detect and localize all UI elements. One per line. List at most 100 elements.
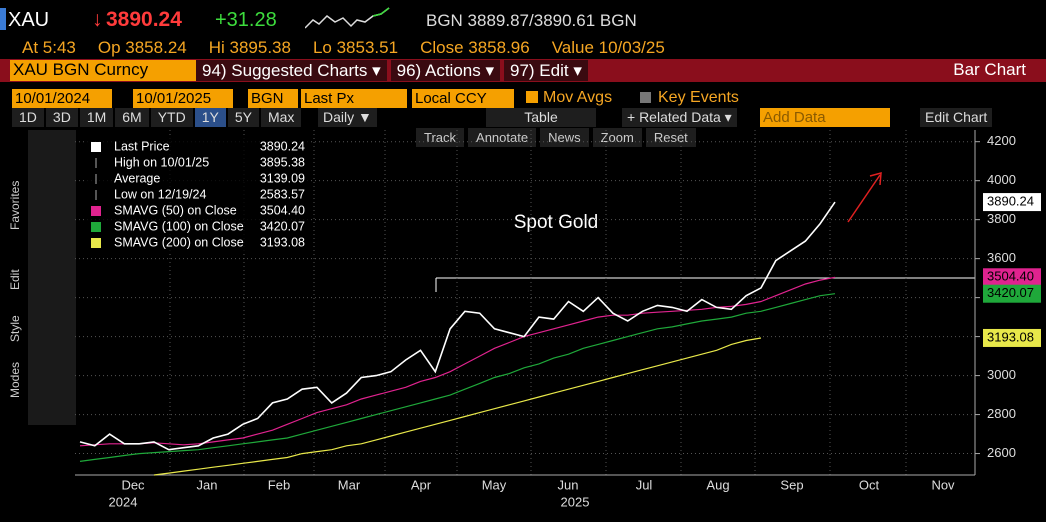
trend-arrowhead [869,171,882,186]
y-tick-label: 3800 [987,211,1016,226]
menu-item[interactable]: 94) Suggested Charts ▾ [196,60,387,81]
period-button[interactable]: 5Y [227,108,259,127]
tool-button[interactable]: Annotate [468,128,537,147]
legend-swatch [91,142,101,152]
period-button[interactable]: 6M [115,108,149,127]
legend-value: 3895.38 [260,155,305,169]
legend-label: SMAVG (100) on Close [114,219,244,233]
moving-average-line [79,276,836,447]
menu-items: 94) Suggested Charts ▾ 96) Actions ▾ 97) E… [196,60,588,81]
ticker-marker [0,8,6,30]
x-tick-label: Sep [780,477,803,492]
legend-label: SMAVG (50) on Close [114,203,237,217]
stat: At 5:43 [22,38,76,57]
value-tag-label: 3193.08 [987,329,1034,344]
change: +31.28 [215,9,277,31]
frequency[interactable]: Daily ▼ [318,108,377,127]
sparkline [305,7,390,29]
x-tick-label: Jan [197,477,218,492]
year-label: 2024 [109,494,138,509]
related-data[interactable]: + Related Data ▾ [622,108,737,127]
period-button[interactable]: 1D [12,108,44,127]
stat: Op 3858.24 [97,38,187,57]
moving-average-line [153,337,762,476]
chart-title: Spot Gold [514,212,599,233]
key-events-check[interactable] [640,92,651,103]
edit-chart[interactable]: Edit Chart [920,108,993,127]
x-tick-label: Oct [859,477,880,492]
key-events[interactable]: Key Events [658,89,739,106]
chart-tools: Track Annotate News Zoom Reset [416,128,696,147]
x-tick-label: Nov [931,477,955,492]
legend-label: Last Price [114,139,170,153]
value-tag [983,193,1041,212]
tool-button[interactable]: News [540,128,589,147]
legend-value: 3504.40 [260,203,305,217]
value-tag [983,268,1041,287]
legend-box [86,138,310,254]
period-button[interactable]: Max [260,108,302,127]
legend-label: Low on 12/19/24 [114,187,206,201]
value-tag [983,328,1041,347]
field[interactable]: Last Px [301,89,407,108]
y-tick-label: 4000 [987,172,1016,187]
tool-button[interactable]: Zoom [592,128,642,147]
legend-label: SMAVG (200) on Close [114,235,244,249]
period-button[interactable]: YTD [150,108,193,127]
stat: Hi 3895.38 [208,38,291,57]
quote: BGN 3889.87/3890.61 BGN [426,11,637,30]
x-tick-label: Aug [706,477,729,492]
legend-label: Average [114,171,160,185]
ticker: XAU [8,9,50,31]
x-tick-label: Jul [636,477,653,492]
y-tick-label: 2600 [987,445,1016,460]
value-tag [983,284,1041,303]
tool-button[interactable]: Track [416,128,465,147]
price-arrow: ↓ [92,8,103,31]
end-date[interactable]: 10/01/2025 [133,89,233,108]
period-button[interactable]: 3D [45,108,78,127]
menu-item[interactable]: 97) Edit ▾ [504,60,588,81]
stat: Value 10/03/25 [551,38,665,57]
periods: 1D 3D 1M 6M YTD 1Y 5Y Max [12,108,302,127]
moving-average-line [79,293,836,462]
legend: Last Price 3890.24 High on 10/01/25 3895.38… [86,138,310,254]
tool-button[interactable]: Reset [645,128,696,147]
x-tick-label: Feb [268,477,290,492]
legend-swatch [91,238,101,248]
legend-value: 2583.57 [260,187,305,201]
y-tick-label: 3600 [987,250,1016,265]
source[interactable]: BGN [248,89,298,108]
stat: Close 3858.96 [420,38,530,57]
x-tick-label: May [482,477,507,492]
legend-value: 3139.09 [260,171,305,185]
y-tick-label: 4200 [987,133,1016,148]
y-tick-label: 2800 [987,406,1016,421]
currency[interactable]: Local CCY [412,89,514,108]
x-tick-label: Dec [121,477,145,492]
security-field[interactable]: XAU BGN Curncy [10,60,198,81]
value-tag-label: 3890.24 [987,194,1034,209]
add-data[interactable]: Add Data [760,108,890,127]
x-tick-label: Apr [411,477,432,492]
chart-kind: Bar Chart [953,60,1026,79]
legend-label: High on 10/01/25 [114,155,209,169]
menu-item[interactable]: 96) Actions ▾ [390,60,501,81]
stats-row: At 5:43 Op 3858.24 Hi 3895.38 Lo 3853.51 Clo… [22,38,665,58]
legend-value: 3890.24 [260,139,305,153]
value-tag-label: 3504.40 [987,269,1034,284]
mov-avgs[interactable]: Mov Avgs [543,89,613,106]
table-button[interactable]: Table [486,108,596,127]
legend-swatch [91,206,101,216]
x-tick-label: Mar [338,477,361,492]
start-date[interactable]: 10/01/2024 [12,89,112,108]
legend-value: 3193.08 [260,235,305,249]
period-button[interactable]: 1M [79,108,114,127]
period-button[interactable]: 1Y [194,108,226,127]
y-tick-label: 3000 [987,367,1016,382]
legend-value: 3420.07 [260,219,305,233]
mov-avgs-check[interactable] [526,91,538,103]
year-label: 2025 [561,494,590,509]
